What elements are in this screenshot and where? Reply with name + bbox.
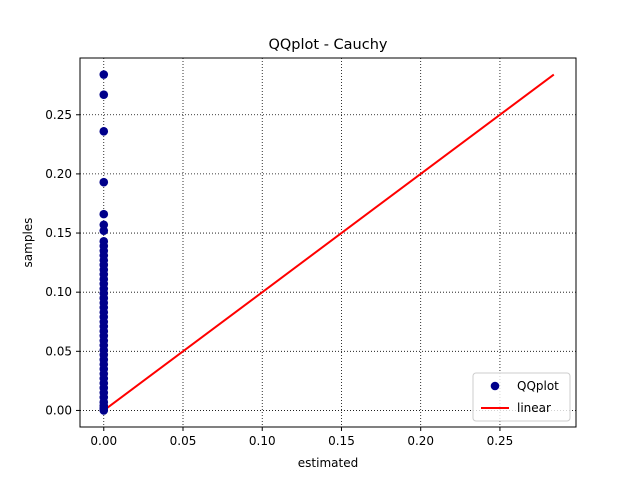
x-tick-label: 0.25 (487, 434, 514, 448)
y-tick-label: 0.25 (45, 108, 72, 122)
legend: QQplot linear (472, 372, 571, 422)
legend-label: linear (517, 401, 551, 415)
y-tick-label: 0.20 (45, 167, 72, 181)
qqplot-point (99, 406, 109, 415)
x-tick-label: 0.20 (407, 434, 434, 448)
qqplot-point (99, 70, 109, 79)
y-tick-label: 0.05 (45, 344, 72, 358)
plot-frame (79, 57, 577, 428)
y-tick-label: 0.15 (45, 226, 72, 240)
axis-ticks: 0.00 0.05 0.10 0.15 0.20 0.25 0.00 0.05 0.10 0.15… (45, 108, 513, 448)
qqplot-point (99, 90, 109, 99)
x-tick-label: 0.05 (170, 434, 197, 448)
qqplot-point (99, 209, 109, 219)
qqplot-point (99, 127, 109, 136)
x-axis-title: estimated (298, 456, 358, 470)
linear-series (103, 73, 555, 412)
qqplot-point (99, 177, 109, 187)
chart-title: QQplot - Cauchy (268, 37, 387, 53)
y-tick-label: 0.10 (45, 285, 72, 299)
x-tick-label: 0.15 (328, 434, 355, 448)
legend-label: QQplot (517, 379, 559, 393)
y-axis-title: samples (21, 218, 35, 268)
x-tick-label: 0.10 (249, 434, 276, 448)
x-tick-label: 0.00 (90, 434, 117, 448)
qqplot-point (99, 220, 109, 230)
linear-line (103, 73, 555, 412)
legend-marker-swatch (490, 381, 500, 391)
qqplot-point (99, 226, 109, 235)
y-tick-label: 0.00 (45, 403, 72, 417)
qqplot-series (99, 70, 109, 415)
